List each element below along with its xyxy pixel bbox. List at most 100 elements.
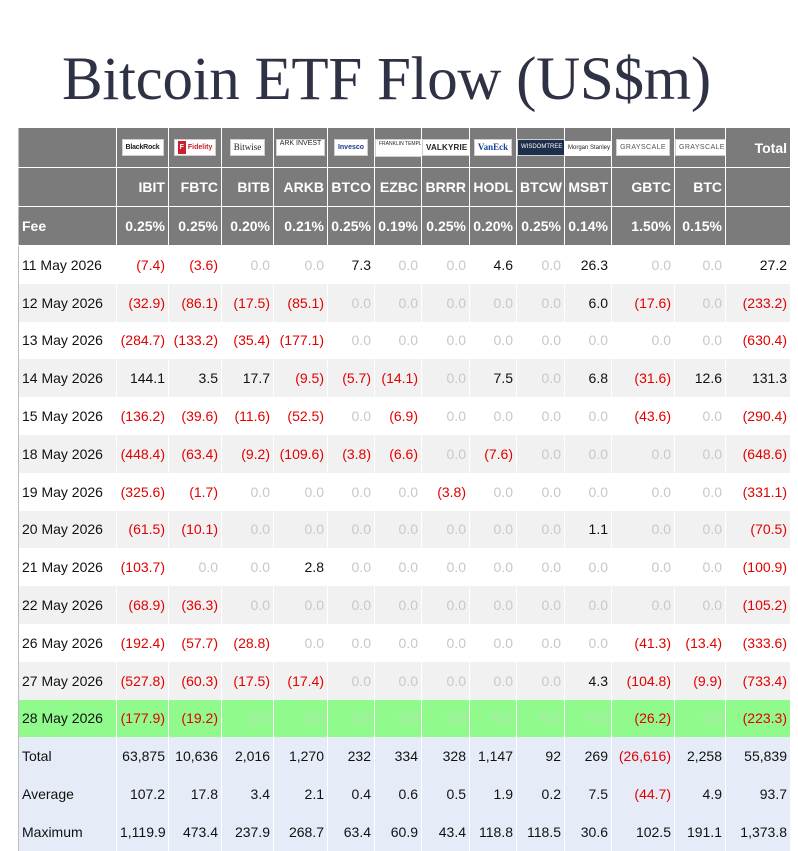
flow-cell: (192.4): [116, 623, 169, 662]
flow-cell: 30.6: [564, 812, 612, 851]
flow-cell: 17.7: [221, 359, 274, 398]
flow-cell: 0.0: [516, 472, 565, 511]
flow-cell: 0.0: [374, 586, 422, 624]
fee-row: Fee 0.25% 0.25% 0.20% 0.21% 0.25% 0.19% 0.25% 0…: [18, 206, 791, 246]
flow-cell: (17.6): [611, 283, 675, 322]
total-cell: (290.4): [725, 397, 791, 435]
flow-cell: 0.0: [327, 321, 375, 360]
date-cell: 21 May 2026: [18, 548, 117, 587]
flow-cell: 0.0: [469, 699, 517, 738]
table-row: 19 May 2026 (325.6) (1.7) 0.0 0.0 0.0 0.0 (3.8)…: [18, 472, 791, 511]
flow-cell: 4.3: [564, 661, 612, 700]
flow-table-body: 11 May 2026 (7.4) (3.6) 0.0 0.0 7.3 0.0 0.0 4.6 0…: [18, 245, 791, 851]
flow-cell: (1.7): [168, 472, 222, 511]
flow-cell: (85.1): [273, 283, 328, 322]
flow-cell: 334: [374, 737, 422, 776]
flow-cell: 0.0: [516, 434, 565, 473]
date-cell: 18 May 2026: [18, 434, 117, 473]
flow-cell: (284.7): [116, 321, 169, 360]
date-cell: 27 May 2026: [18, 661, 117, 700]
flow-cell: 0.0: [611, 245, 675, 284]
flow-cell: 0.0: [221, 510, 274, 549]
date-cell: 26 May 2026: [18, 623, 117, 662]
flow-cell: (31.6): [611, 359, 675, 398]
flow-cell: 0.0: [674, 283, 726, 322]
flow-cell: 191.1: [674, 812, 726, 851]
flow-cell: (17.5): [221, 661, 274, 700]
date-cell: 20 May 2026: [18, 510, 117, 549]
flow-cell: 0.0: [273, 510, 328, 549]
flow-cell: 0.0: [327, 586, 375, 624]
date-cell: 28 May 2026: [18, 699, 117, 738]
issuer-logo-cell: VALKYRIE: [421, 128, 470, 168]
flow-cell: 0.0: [611, 510, 675, 549]
flow-cell: 0.5: [421, 775, 470, 813]
flow-cell: 0.0: [564, 472, 612, 511]
table-row: 11 May 2026 (7.4) (3.6) 0.0 0.0 7.3 0.0 0.0 4.6 0…: [18, 245, 791, 284]
total-cell: 131.3: [725, 359, 791, 398]
flow-cell: 0.0: [469, 321, 517, 360]
flow-cell: 3.4: [221, 775, 274, 813]
flow-cell: 0.0: [674, 321, 726, 360]
flow-cell: 0.0: [221, 245, 274, 284]
flow-cell: 17.8: [168, 775, 222, 813]
flow-cell: 0.0: [221, 472, 274, 511]
flow-cell: 4.9: [674, 775, 726, 813]
flow-cell: 0.0: [221, 548, 274, 587]
flow-cell: (448.4): [116, 434, 169, 473]
corner-cell: [18, 128, 117, 168]
fidelity-mark-icon: F: [177, 141, 186, 155]
flow-cell: 1.1: [564, 510, 612, 549]
issuer-logo-cell: GRAYSCALE: [611, 128, 675, 168]
total-cell: 27.2: [725, 245, 791, 284]
flow-cell: 0.0: [516, 586, 565, 624]
flow-cell: (9.9): [674, 661, 726, 700]
table-row: 27 May 2026 (527.8) (60.3) (17.5) (17.4) 0.0 0…: [18, 661, 791, 700]
issuer-logo-cell: FRANKLIN TEMPLETON: [374, 128, 422, 168]
flow-cell: 0.0: [421, 586, 470, 624]
flow-cell: (177.9): [116, 699, 169, 738]
flow-cell: 0.0: [516, 623, 565, 662]
issuer-logo-cell: BlackRock: [116, 128, 169, 168]
flow-cell: (19.2): [168, 699, 222, 738]
flow-cell: (44.7): [611, 775, 675, 813]
flow-cell: 4.6: [469, 245, 517, 284]
fee-value: 0.19%: [374, 206, 422, 246]
flow-cell: (104.8): [611, 661, 675, 700]
flow-cell: 0.0: [327, 397, 375, 435]
issuer-logo-cell: F Fidelity: [168, 128, 222, 168]
flow-cell: 0.0: [421, 699, 470, 738]
ticker-corner-cell: [18, 167, 117, 207]
flow-cell: 107.2: [116, 775, 169, 813]
fee-value: 0.15%: [674, 206, 726, 246]
flow-cell: (9.2): [221, 434, 274, 473]
ticker-header: BTC: [674, 167, 726, 207]
flow-cell: (63.4): [168, 434, 222, 473]
flow-cell: 0.0: [564, 699, 612, 738]
issuer-logo: Invesco: [333, 139, 369, 157]
flow-cell: 0.0: [469, 661, 517, 700]
flow-cell: (39.6): [168, 397, 222, 435]
flow-cell: 0.0: [674, 472, 726, 511]
flow-cell: (17.5): [221, 283, 274, 322]
flow-cell: 10,636: [168, 737, 222, 776]
flow-cell: (61.5): [116, 510, 169, 549]
flow-cell: 0.0: [469, 623, 517, 662]
flow-cell: 0.0: [516, 661, 565, 700]
flow-cell: 0.0: [469, 548, 517, 587]
flow-cell: 0.0: [421, 321, 470, 360]
ticker-header: ARKB: [273, 167, 328, 207]
flow-cell: 0.0: [327, 472, 375, 511]
ticker-header: BITB: [221, 167, 274, 207]
flow-cell: 0.0: [421, 548, 470, 587]
flow-cell: 269: [564, 737, 612, 776]
flow-cell: 0.0: [421, 434, 470, 473]
flow-cell: 0.0: [421, 397, 470, 435]
flow-cell: 1.9: [469, 775, 517, 813]
flow-cell: 6.0: [564, 283, 612, 322]
summary-row: Average 107.2 17.8 3.4 2.1 0.4 0.6 0.5 1.9 0.2 7.5…: [18, 775, 791, 813]
total-cell: (70.5): [725, 510, 791, 549]
flow-cell: 0.0: [516, 699, 565, 738]
date-cell: 12 May 2026: [18, 283, 117, 322]
flow-cell: 0.0: [564, 548, 612, 587]
